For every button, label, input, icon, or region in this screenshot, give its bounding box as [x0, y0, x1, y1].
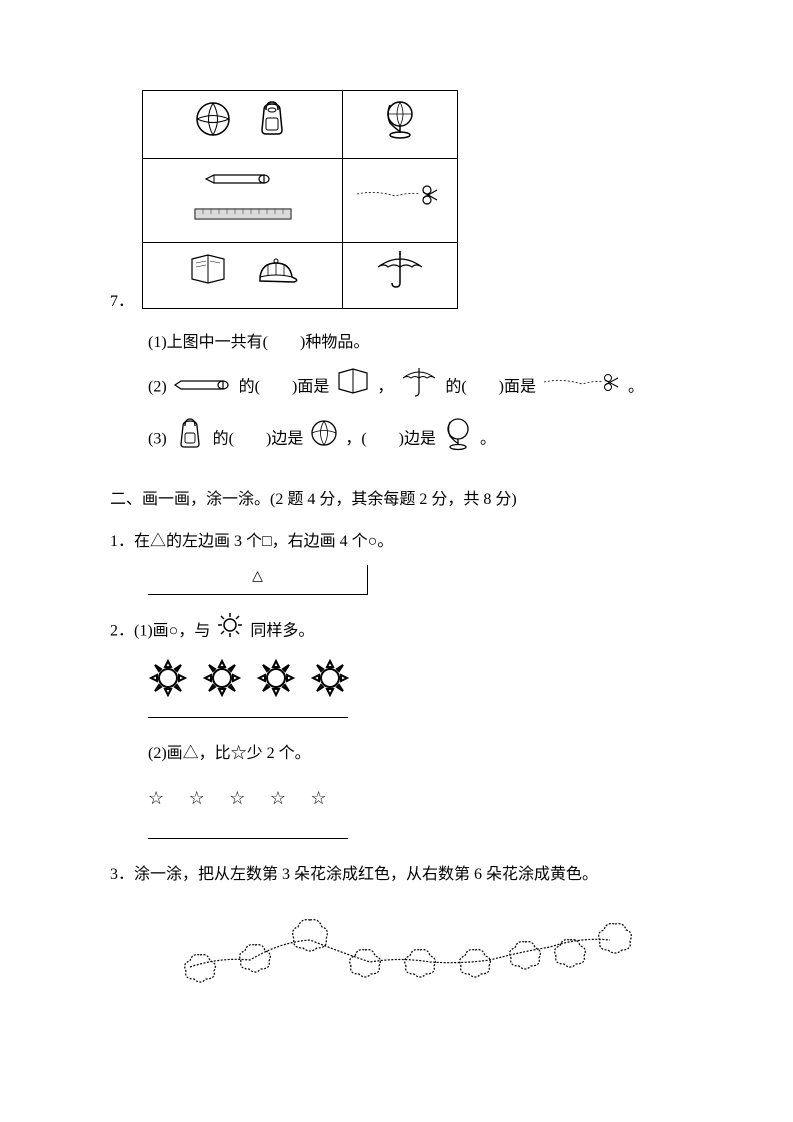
q7-sub3-c: ，( )边是 [345, 430, 440, 447]
pencil-icon-inline [173, 370, 233, 405]
s2-q2-2: (2)画△，比☆少 2 个。 [148, 736, 693, 771]
flowers-chain-icon [170, 912, 650, 992]
sun-icon [310, 658, 350, 698]
sun-icon [148, 658, 188, 698]
cell-scissors [343, 159, 458, 242]
scissors-icon-inline [542, 370, 622, 405]
q7-sub3-b: 的( )边是 [213, 430, 308, 447]
scissors-icon [355, 182, 445, 206]
q7-number: 7． [110, 284, 134, 319]
q7-sub2-b: 的( )面是 [239, 378, 334, 395]
s2-q1: 1．在△的左边画 3 个□，右边画 4 个○。 [110, 524, 693, 559]
globe-icon-inline [442, 415, 474, 464]
umbrella-icon-inline [399, 364, 439, 411]
items-table [142, 90, 458, 309]
backpack-icon [252, 98, 292, 138]
q7-sub2-c: ， [377, 378, 397, 395]
table-row [143, 91, 458, 159]
q7-sub2: (2) 的( )面是 ， 的( )面是 。 [148, 364, 693, 411]
sun-icon [202, 658, 242, 698]
cell-pencil-ruler [143, 159, 343, 242]
q7-sub2-e: 。 [628, 378, 644, 395]
cap-icon [250, 255, 300, 287]
q7-sub2-a: (2) [148, 378, 167, 395]
ball-icon-inline [309, 418, 339, 461]
cell-globe [343, 91, 458, 159]
sun-icon-inline [216, 611, 244, 652]
blank-answer-line [148, 716, 348, 718]
ball-icon [194, 100, 232, 138]
q7-sub3: (3) 的( )边是 ，( )边是 。 [148, 415, 693, 464]
s2-q3: 3．涂一涂，把从左数第 3 朵花涂成红色，从右数第 6 朵花涂成黄色。 [110, 857, 693, 892]
section2-heading: 二、画一画，涂一涂。(2 题 4 分，其余每题 2 分，共 8 分) [110, 482, 693, 517]
triangle-symbol: △ [252, 569, 263, 584]
q7-sub2-d: 的( )面是 [445, 378, 540, 395]
q7-sub3-d: 。 [480, 430, 496, 447]
q7-sub3-a: (3) [148, 430, 167, 447]
book-icon-inline [335, 366, 371, 409]
stars-row: ☆ ☆ ☆ ☆ ☆ [148, 779, 693, 819]
table-row [143, 159, 458, 242]
s2-q2-1b: 同样多。 [250, 622, 314, 639]
q7-sub1: (1)上图中一共有( )种物品。 [148, 325, 693, 360]
table-row [143, 242, 458, 308]
globe-icon [380, 97, 420, 139]
triangle-answer-box: △ [148, 565, 368, 595]
question-7-row: 7． [110, 90, 693, 319]
suns-row [148, 658, 693, 698]
s2-q2-1: 2．(1)画○，与 同样多。 [110, 611, 693, 652]
cell-umbrella [343, 242, 458, 308]
ruler-icon [193, 206, 293, 222]
s2-q2-1a: 2．(1)画○，与 [110, 622, 214, 639]
pencil-icon [204, 171, 274, 187]
cell-book-cap [143, 242, 343, 308]
backpack-icon-inline [173, 416, 207, 463]
cell-ball-backpack [143, 91, 343, 159]
sun-icon [256, 658, 296, 698]
blank-answer-line [148, 837, 348, 839]
book-icon [186, 251, 230, 287]
flowers-row [170, 912, 693, 1005]
umbrella-icon [372, 249, 428, 289]
